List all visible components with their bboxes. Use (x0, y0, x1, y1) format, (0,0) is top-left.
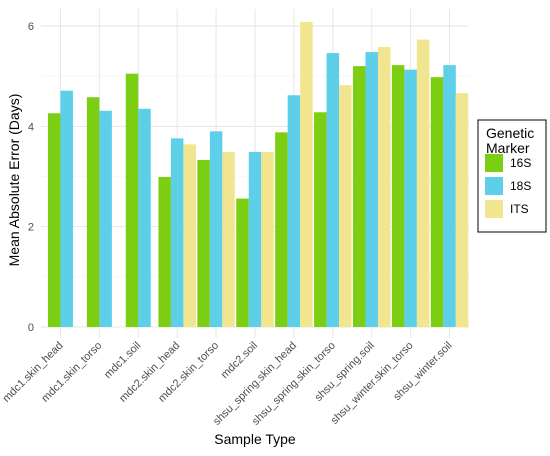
bar-ITS-shsu_winter.skin_torso (416, 39, 430, 328)
bar-ITS-shsu_winter.soil (455, 93, 469, 328)
bar-16S-mdc2.skin_head (158, 177, 171, 327)
bars (47, 21, 469, 328)
bar-18S-mdc1.soil (138, 108, 151, 328)
bar-16S-shsu_winter.soil (430, 77, 444, 327)
y-tick-label: 2 (28, 222, 34, 234)
bar-ITS-mdc2.skin_head (183, 144, 196, 327)
legend-label-16S: 16S (510, 156, 531, 170)
bar-18S-mdc1.skin_head (60, 90, 73, 327)
x-axis-title: Sample Type (214, 431, 296, 447)
legend-key-18S (485, 177, 503, 195)
bar-16S-shsu_spring.skin_head (275, 132, 288, 327)
legend-key-ITS (485, 200, 503, 218)
bar-18S-shsu_spring.skin_head (287, 95, 301, 327)
bar-16S-shsu_spring.skin_torso (314, 112, 327, 327)
bar-18S-mdc2.soil (248, 151, 262, 327)
bar-16S-shsu_winter.skin_torso (391, 65, 405, 327)
y-axis-title: Mean Absolute Error (Days) (6, 94, 22, 267)
bar-18S-mdc2.skin_torso (209, 131, 223, 327)
bar-ITS-shsu_spring.skin_head (300, 21, 313, 328)
y-tick-label: 0 (28, 322, 34, 334)
bar-18S-mdc2.skin_head (170, 138, 184, 327)
bar-18S-mdc1.skin_torso (99, 110, 112, 327)
y-tick-label: 4 (28, 121, 34, 133)
y-tick-label: 6 (28, 21, 34, 33)
bar-16S-shsu_spring.soil (352, 66, 366, 327)
bar-16S-mdc2.soil (236, 198, 249, 327)
legend-label-ITS: ITS (510, 202, 529, 216)
bar-18S-shsu_spring.skin_torso (326, 53, 340, 328)
bar-18S-shsu_winter.skin_torso (404, 69, 417, 328)
legend-title: Marker (486, 140, 530, 156)
bar-16S-mdc1.skin_head (47, 113, 61, 327)
y-axis-ticks: 0 2 4 6 (28, 21, 34, 334)
bar-16S-mdc2.skin_torso (197, 159, 210, 327)
legend-key-16S (485, 154, 503, 172)
bar-16S-mdc1.soil (125, 73, 139, 328)
bar-ITS-mdc2.skin_torso (222, 151, 235, 327)
bar-ITS-mdc2.soil (261, 151, 274, 327)
bar-18S-shsu_winter.soil (443, 65, 456, 327)
legend-title: Genetic (486, 125, 534, 141)
bar-16S-mdc1.skin_torso (86, 97, 100, 327)
legend-label-18S: 18S (510, 179, 531, 193)
bar-ITS-shsu_spring.skin_torso (339, 85, 352, 328)
bar-18S-shsu_spring.soil (365, 52, 378, 327)
bar-ITS-shsu_spring.soil (377, 47, 391, 327)
